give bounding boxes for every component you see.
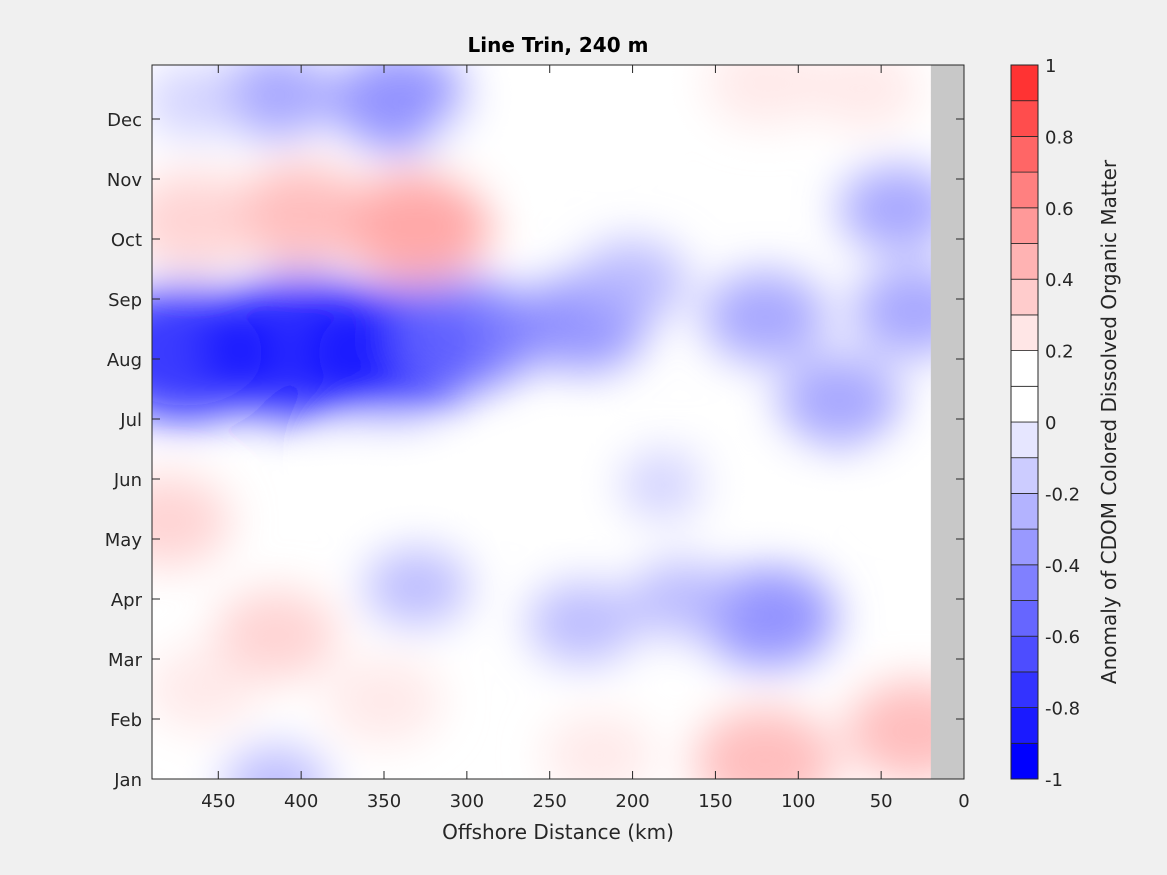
anomaly-feature — [152, 475, 231, 567]
x-tick-label: 150 — [698, 791, 732, 812]
colorbar-tick-label: 1 — [1045, 56, 1056, 77]
chart-title: Line Trin, 240 m — [468, 33, 649, 57]
colorbar-segment — [1010, 635, 1039, 673]
colorbar-segment — [1010, 421, 1039, 459]
anomaly-feature — [233, 164, 369, 266]
anomaly-feature — [224, 746, 329, 779]
colorbar-tick-label: 0.4 — [1045, 270, 1074, 291]
anomaly-feature — [331, 422, 437, 500]
y-tick-label: Nov — [107, 170, 142, 191]
colorbar-frame — [1010, 64, 1039, 780]
anomaly-feature — [332, 65, 469, 152]
colorbar-tick-label: 0 — [1045, 413, 1056, 434]
x-tick-label: 200 — [615, 791, 649, 812]
x-axis: 450 400 350 300 250 200 150 100 50 0 — [201, 65, 970, 812]
colorbar-tick-label: 0.6 — [1045, 199, 1074, 220]
colorbar-segment — [1010, 742, 1039, 780]
anomaly-feature — [703, 271, 827, 363]
colorbar-tick-label: 0.8 — [1045, 127, 1074, 148]
y-tick-label: May — [105, 530, 143, 551]
colorbar-tick-label: -1 — [1045, 770, 1063, 791]
x-tick-label: 350 — [367, 791, 401, 812]
anomaly-feature — [694, 708, 836, 779]
colorbar-segment — [1010, 671, 1039, 709]
anomaly-feature — [700, 566, 837, 668]
colorbar-segment — [1010, 600, 1039, 637]
x-tick-label: 400 — [284, 791, 318, 812]
anomaly-feature — [503, 432, 597, 502]
anomaly-feature — [527, 581, 639, 665]
anomaly-feature — [619, 450, 713, 520]
colorbar-segment — [1010, 492, 1039, 530]
anomaly-feature — [706, 65, 824, 127]
anomaly-feature — [777, 355, 902, 447]
y-tick-label: Jun — [113, 470, 142, 491]
colorbar-tick-label: 0.2 — [1045, 342, 1074, 363]
anomaly-feature — [392, 280, 541, 390]
anomaly-feature — [217, 65, 335, 139]
anomaly-field — [152, 65, 964, 779]
y-tick-label: Dec — [107, 110, 142, 131]
anomaly-feature — [343, 172, 492, 282]
colorbar-segment — [1010, 64, 1039, 102]
colorbar-tick-label: -0.4 — [1045, 556, 1080, 577]
colorbar-tick-label: -0.8 — [1045, 699, 1080, 720]
colorbar-segment — [1010, 528, 1039, 566]
y-tick-label: Mar — [108, 650, 143, 671]
colorbar-segment — [1010, 207, 1039, 244]
y-tick-label: Sep — [108, 290, 142, 311]
anomaly-feature — [546, 68, 653, 146]
plot-frame — [151, 64, 965, 780]
x-tick-label: 0 — [958, 791, 969, 812]
anomaly-feature — [152, 647, 258, 731]
anomaly-feature — [695, 446, 802, 524]
anomaly-feature — [214, 589, 339, 681]
y-tick-label: Aug — [107, 350, 142, 371]
x-tick-label: 50 — [870, 791, 893, 812]
colorbar-segment — [1010, 314, 1039, 351]
colorbar: 1 0.8 0.6 0.4 0.2 0 -0.2 -0.4 -0.6 -0.8 -1 — [1010, 56, 1080, 791]
anomaly-feature — [629, 560, 735, 638]
x-tick-label: 450 — [201, 791, 235, 812]
colorbar-segment — [1010, 564, 1039, 601]
y-axis: Jan Feb Mar Apr May Jun Jul Aug Sep Oct Nov Dec — [105, 110, 964, 791]
y-tick-label: Jan — [113, 770, 142, 791]
x-tick-label: 250 — [533, 791, 567, 812]
colorbar-segment — [1010, 171, 1039, 209]
anomaly-feature — [433, 106, 534, 180]
colorbar-segment — [1010, 385, 1039, 423]
y-tick-label: Feb — [110, 710, 142, 731]
anomaly-feature — [152, 173, 259, 269]
anomaly-feature — [152, 65, 244, 138]
y-tick-label: Jul — [119, 410, 142, 431]
plot-area — [152, 65, 964, 779]
anomaly-feature — [364, 548, 470, 626]
colorbar-segment — [1010, 135, 1039, 173]
colorbar-segment — [1010, 457, 1039, 494]
anomaly-feature — [838, 165, 957, 253]
colorbar-segment — [1010, 350, 1039, 387]
colorbar-segment — [1010, 278, 1039, 316]
colorbar-segment — [1010, 243, 1039, 280]
anomaly-feature — [325, 657, 443, 745]
anomaly-feature — [576, 239, 689, 323]
anomaly-feature — [808, 65, 921, 131]
colorbar-segment — [1010, 707, 1039, 744]
anomaly-feature — [152, 284, 278, 422]
colorbar-label: Anomaly of CDOM Colored Dissolved Organi… — [1097, 159, 1121, 684]
x-tick-label: 300 — [450, 791, 484, 812]
y-tick-label: Oct — [111, 230, 142, 251]
x-tick-label: 100 — [781, 791, 815, 812]
colorbar-segment — [1010, 100, 1039, 137]
colorbar-tick-label: -0.6 — [1045, 627, 1080, 648]
x-axis-label: Offshore Distance (km) — [442, 820, 674, 844]
y-tick-label: Apr — [111, 590, 143, 611]
anomaly-feature — [543, 713, 656, 779]
colorbar-tick-label: -0.2 — [1045, 484, 1080, 505]
land-mask — [930, 65, 964, 779]
